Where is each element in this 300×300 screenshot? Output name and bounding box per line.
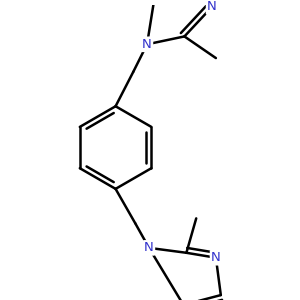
Text: N: N [207,0,217,14]
Text: N: N [142,38,152,51]
Text: N: N [144,242,154,254]
Text: N: N [211,251,221,264]
